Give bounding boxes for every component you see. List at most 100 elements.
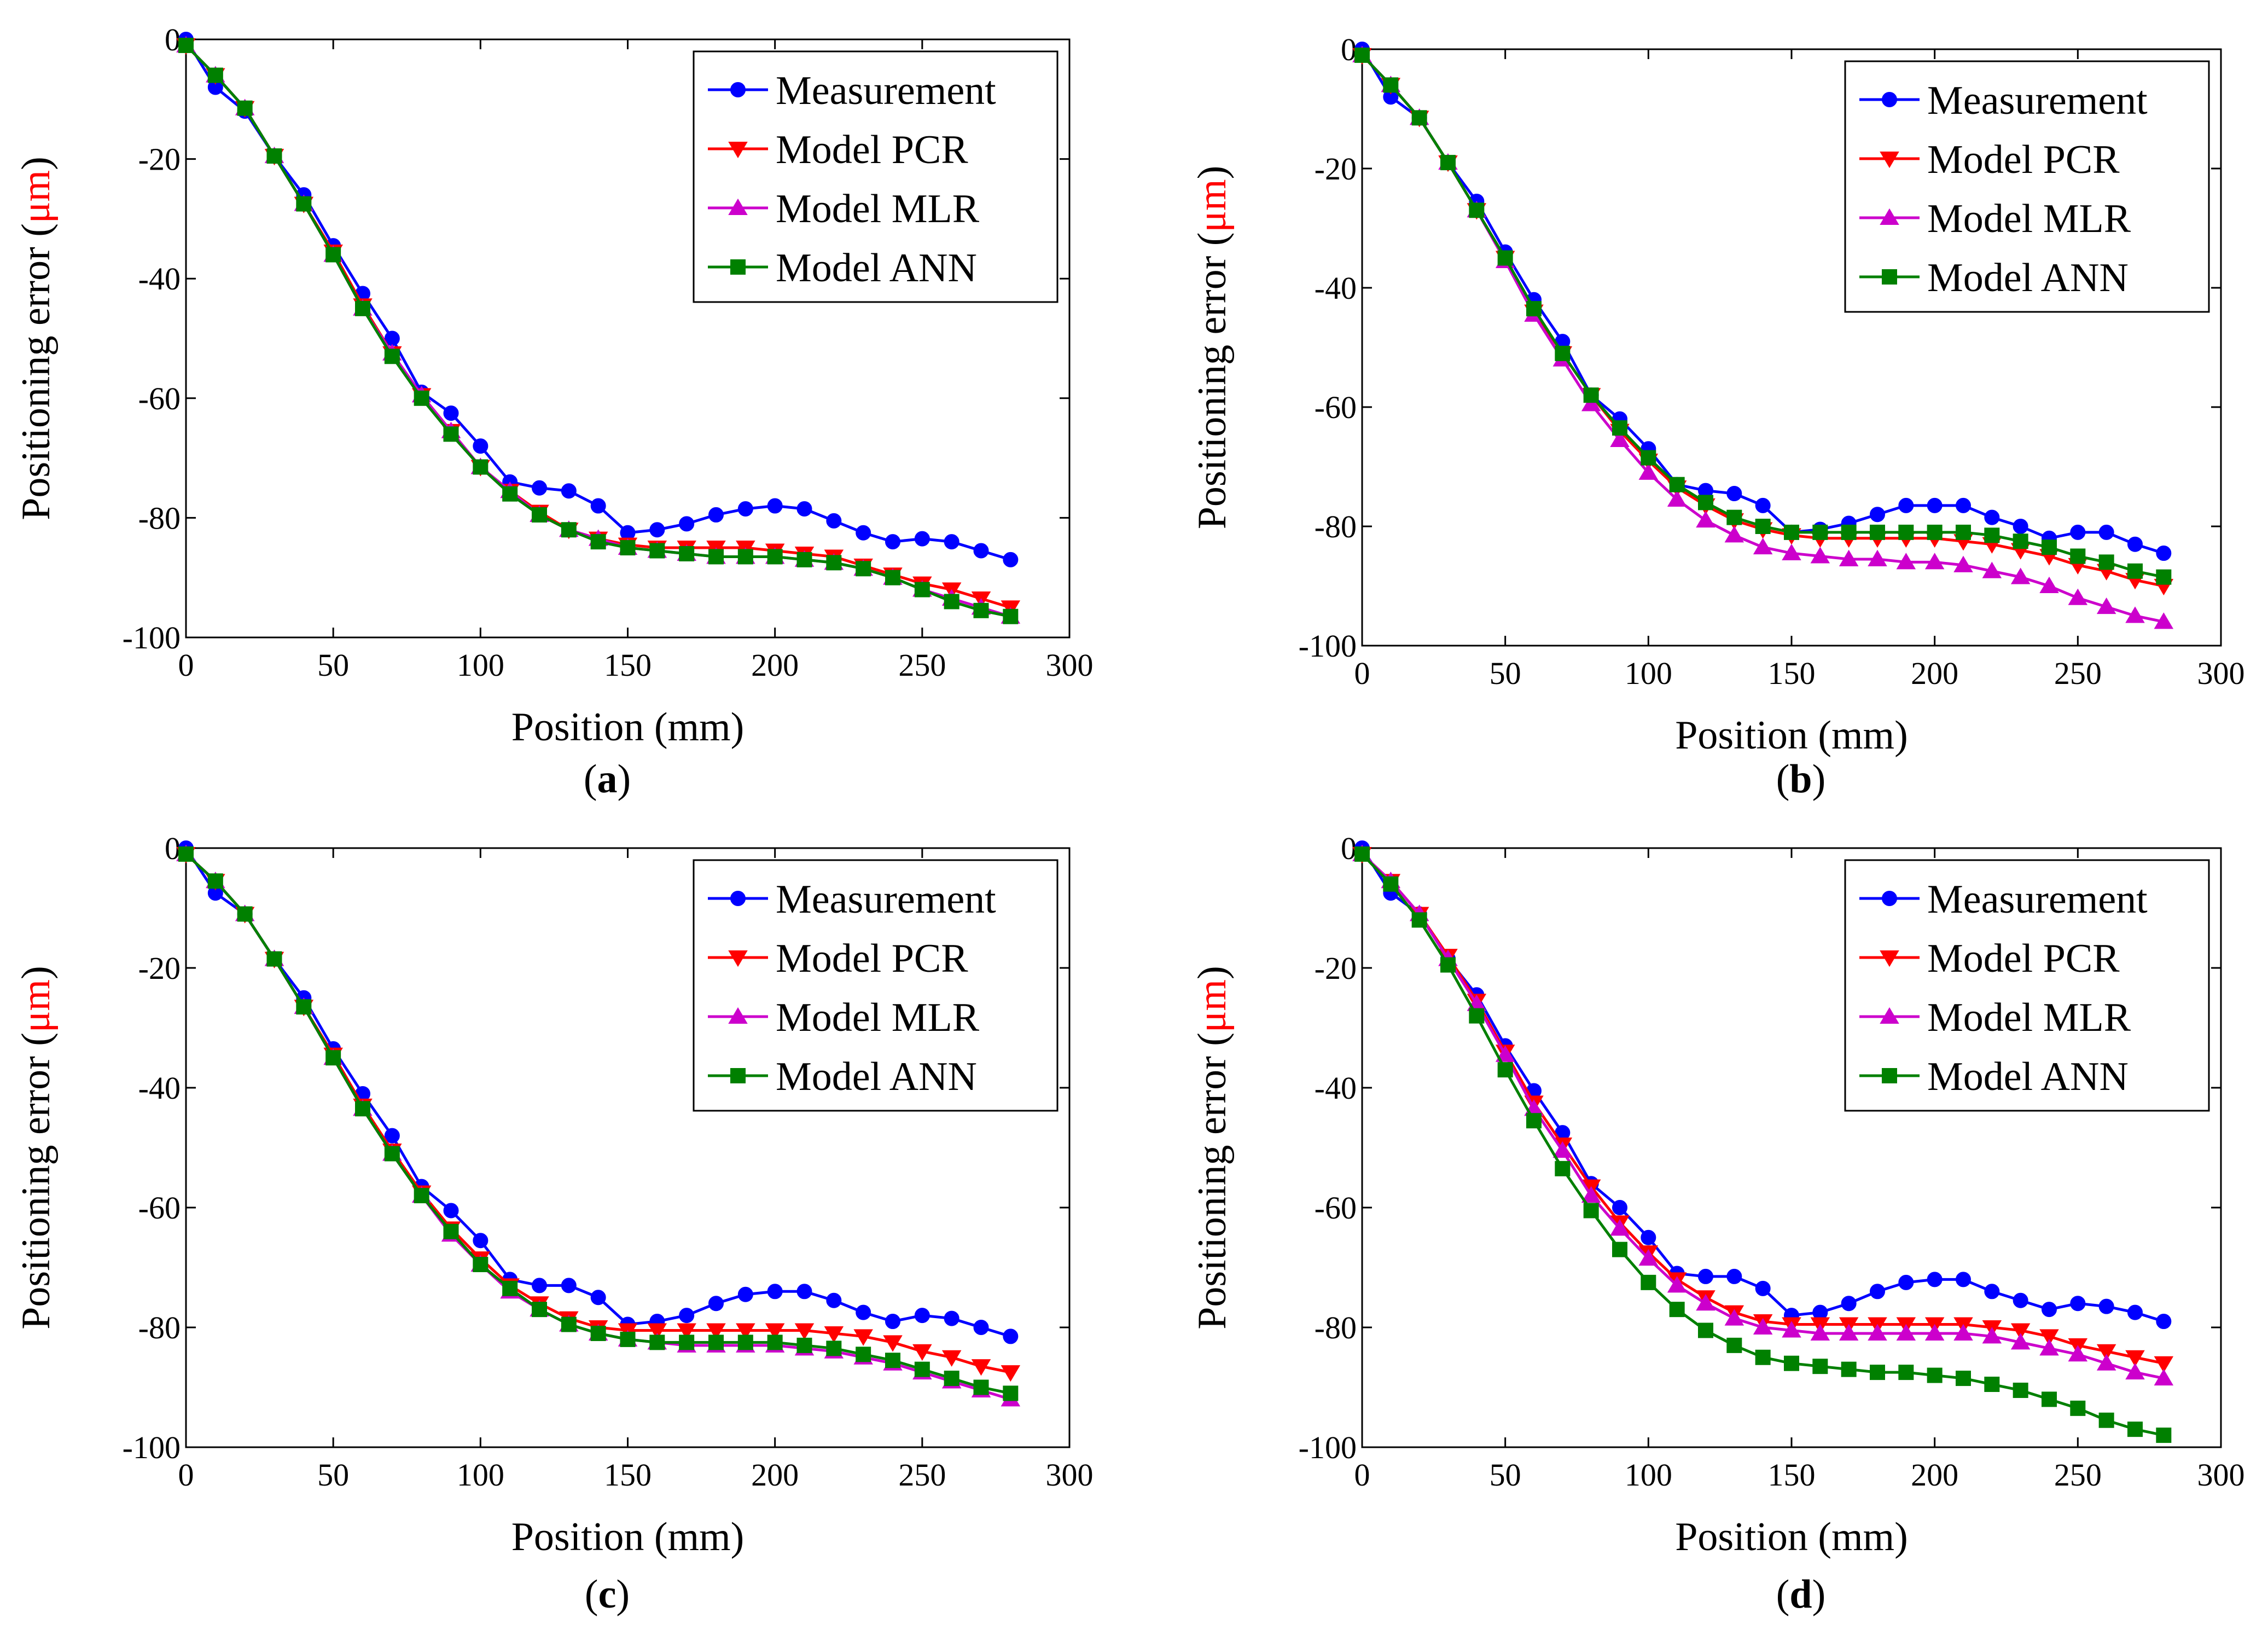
data-point-model-mlr bbox=[2010, 1333, 2031, 1350]
data-point-model-ann bbox=[1898, 524, 1914, 540]
panel-caption-open: ( bbox=[1776, 1572, 1790, 1617]
data-point-model-ann bbox=[473, 459, 489, 475]
data-point-model-mlr bbox=[1610, 1219, 1630, 1236]
data-point-measurement bbox=[1984, 509, 2000, 525]
data-point-model-ann bbox=[237, 906, 253, 922]
data-point-model-ann bbox=[856, 1347, 871, 1362]
legend-label-model-mlr: Model MLR bbox=[1927, 196, 2131, 241]
y-axis-label-unit: μm bbox=[14, 170, 59, 223]
x-tick-label: 50 bbox=[1490, 1457, 1521, 1493]
y-axis-label-unit: μm bbox=[1190, 979, 1235, 1032]
y-tick-label: -20 bbox=[1315, 950, 1357, 986]
data-point-model-mlr bbox=[2096, 597, 2116, 614]
data-point-model-pcr bbox=[647, 1323, 667, 1340]
data-point-model-ann bbox=[1669, 477, 1685, 492]
data-point-measurement bbox=[2042, 1302, 2057, 1318]
legend-label-model-ann: Model ANN bbox=[776, 246, 977, 291]
data-point-model-mlr bbox=[1839, 549, 1859, 566]
data-point-measurement bbox=[1755, 497, 1771, 513]
data-point-model-mlr bbox=[1638, 463, 1659, 480]
y-axis-label: Positioning error (μm) bbox=[14, 966, 59, 1330]
data-point-model-mlr bbox=[1581, 395, 1601, 411]
data-point-measurement bbox=[1898, 1274, 1914, 1290]
data-point-measurement bbox=[1755, 1280, 1771, 1296]
data-point-model-mlr bbox=[2096, 1354, 2116, 1371]
data-point-model-mlr bbox=[2068, 1345, 2088, 1362]
data-point-model-ann bbox=[885, 1353, 900, 1368]
x-axis-label: Position (mm) bbox=[511, 1515, 745, 1559]
data-point-model-ann bbox=[1641, 450, 1656, 466]
y-axis-label: Positioning error (μm) bbox=[1190, 166, 1235, 530]
x-axis-label: Position (mm) bbox=[511, 705, 745, 750]
data-point-model-ann bbox=[973, 602, 989, 618]
data-point-model-ann bbox=[561, 522, 577, 538]
data-point-model-mlr bbox=[1868, 549, 1887, 566]
data-point-model-ann bbox=[2013, 533, 2028, 549]
data-point-measurement bbox=[737, 501, 753, 517]
data-point-model-ann bbox=[532, 1302, 547, 1318]
y-tick-label: -20 bbox=[138, 950, 181, 986]
data-point-measurement bbox=[796, 501, 812, 517]
x-tick-label: 200 bbox=[751, 647, 799, 683]
chart-panel-d: 0 50 100 150 200 250 3000-20-40-60-80-100Posit… bbox=[1190, 831, 2245, 1617]
data-point-model-ann bbox=[2070, 1400, 2086, 1416]
data-point-model-ann bbox=[355, 300, 370, 316]
x-axis-label: Position (mm) bbox=[1675, 1515, 1908, 1559]
data-point-model-ann bbox=[1812, 524, 1828, 540]
legend-label-measurement: Measurement bbox=[776, 68, 996, 113]
data-point-model-ann bbox=[296, 196, 312, 212]
data-point-model-ann bbox=[649, 543, 665, 559]
data-point-model-ann bbox=[1354, 846, 1370, 862]
data-point-measurement bbox=[443, 405, 459, 421]
data-point-measurement bbox=[2156, 546, 2172, 561]
data-point-model-ann bbox=[1784, 524, 1799, 540]
chart-panel-a: 0 50 100 150 200 250 3000-20-40-60-80-100Posit… bbox=[14, 22, 1094, 802]
data-point-measurement bbox=[2127, 1304, 2143, 1320]
x-tick-label: 250 bbox=[2054, 655, 2102, 691]
y-tick-label: -40 bbox=[1315, 1070, 1357, 1106]
x-tick-label: 150 bbox=[1768, 1457, 1816, 1493]
data-point-model-ann bbox=[1469, 1008, 1485, 1024]
data-point-model-ann bbox=[2127, 1422, 2143, 1437]
data-point-model-ann bbox=[1956, 524, 1971, 540]
y-axis-label: Positioning error (μm) bbox=[14, 156, 59, 520]
x-tick-label: 250 bbox=[898, 1457, 946, 1493]
data-point-measurement bbox=[1984, 1284, 2000, 1299]
x-tick-label: 250 bbox=[2054, 1457, 2102, 1493]
data-point-model-mlr bbox=[1638, 1249, 1659, 1266]
data-point-model-mlr bbox=[1953, 555, 1973, 572]
data-point-measurement bbox=[944, 1310, 959, 1326]
data-point-model-ann bbox=[679, 1335, 695, 1350]
data-point-model-ann bbox=[1870, 1365, 1885, 1380]
data-point-measurement bbox=[1870, 1284, 1885, 1299]
y-tick-label: -40 bbox=[1315, 270, 1357, 306]
data-point-measurement bbox=[767, 498, 783, 514]
data-point-model-ann bbox=[590, 534, 606, 550]
panel-caption-close: ) bbox=[1812, 757, 1826, 802]
y-tick-label: -60 bbox=[138, 1190, 181, 1226]
legend-marker-model-mlr bbox=[728, 198, 748, 215]
data-point-model-ann bbox=[1440, 155, 1456, 171]
data-point-model-ann bbox=[237, 100, 253, 116]
data-point-measurement bbox=[2070, 1296, 2086, 1312]
x-tick-label: 300 bbox=[1046, 647, 1094, 683]
data-point-model-ann bbox=[737, 1335, 753, 1350]
legend-marker-measurement bbox=[730, 82, 746, 97]
data-point-model-pcr bbox=[706, 1323, 726, 1340]
data-point-model-ann bbox=[473, 1257, 489, 1273]
legend-label-model-mlr: Model MLR bbox=[776, 995, 980, 1040]
data-point-model-ann bbox=[561, 1316, 577, 1332]
data-point-model-mlr bbox=[1982, 561, 2002, 578]
data-point-model-ann bbox=[944, 594, 959, 610]
y-axis-label-suffix: ) bbox=[1190, 166, 1235, 179]
data-point-model-pcr bbox=[971, 1359, 991, 1376]
data-point-model-ann bbox=[502, 1280, 518, 1296]
data-point-measurement bbox=[973, 543, 989, 559]
data-point-model-pcr bbox=[2125, 1350, 2145, 1367]
data-point-measurement bbox=[856, 1304, 871, 1320]
y-axis-label-text: Positioning error ( bbox=[1190, 1032, 1235, 1330]
data-point-measurement bbox=[2098, 524, 2114, 540]
x-tick-label: 0 bbox=[178, 1457, 194, 1493]
data-point-model-mlr bbox=[1782, 1321, 1801, 1338]
data-point-model-ann bbox=[414, 390, 429, 406]
